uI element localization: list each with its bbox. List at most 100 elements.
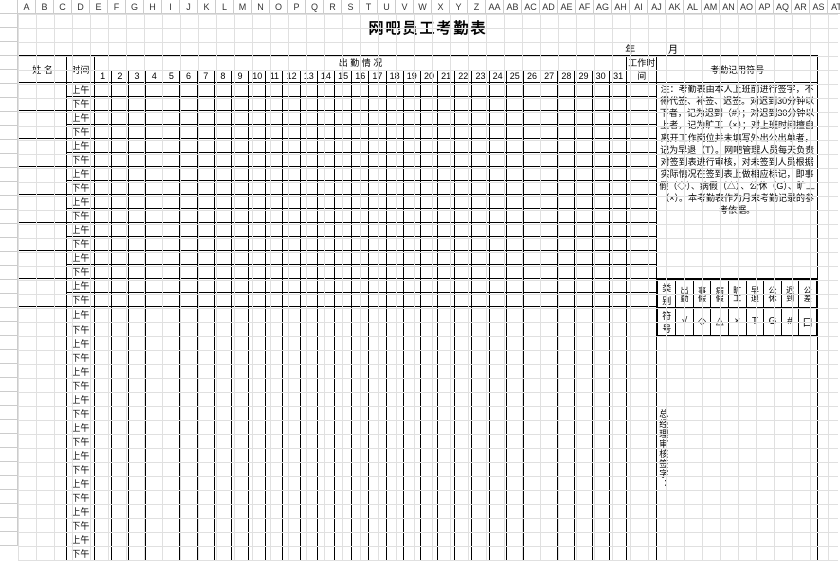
workhours-cell [627,251,657,265]
attendance-cell [111,547,128,561]
attendance-cell [420,519,437,533]
attendance-cell [352,153,369,167]
attendance-cell [575,279,592,293]
attendance-cell [523,365,540,379]
attendance-cell [197,209,214,223]
attendance-cell [352,519,369,533]
attendance-cell [94,265,111,279]
shift-cell: 上午 [67,223,94,237]
attendance-cell [558,463,575,477]
attendance-cell [420,491,437,505]
attendance-cell [489,279,506,293]
attendance-cell [506,125,523,139]
attendance-cell [266,153,283,167]
attendance-cell [317,223,334,237]
hdr-attendance: 出 勤 情 况 [94,56,627,71]
attendance-cell [146,435,163,449]
shift-cell: 下午 [67,237,94,251]
attendance-cell [317,365,334,379]
attendance-cell [146,519,163,533]
attendance-cell [94,519,111,533]
attendance-cell [197,195,214,209]
attendance-cell [214,533,231,547]
attendance-cell [592,195,609,209]
attendance-cell [369,265,386,279]
name-cell [19,279,67,307]
attendance-cell [609,379,627,393]
attendance-cell [180,337,197,351]
hdr-day: 13 [300,70,317,82]
attendance-cell [266,251,283,265]
attendance-cell [300,435,317,449]
attendance-cell [609,491,627,505]
attendance-cell [317,167,334,181]
attendance-cell [249,351,266,365]
attendance-cell [197,547,214,561]
attendance-cell [214,449,231,463]
attendance-cell [489,195,506,209]
attendance-cell [94,505,111,519]
attendance-cell [558,111,575,125]
attendance-cell [472,323,489,337]
attendance-cell [231,139,248,153]
attendance-cell [489,351,506,365]
name-cell [19,111,67,139]
attendance-cell [506,209,523,223]
attendance-cell [128,265,145,279]
attendance-cell [146,279,163,293]
workhours-cell [627,97,657,111]
attendance-cell [300,237,317,251]
name-cell [19,365,67,393]
col-header: AR [792,0,810,13]
attendance-cell [541,237,558,251]
attendance-cell [472,111,489,125]
attendance-cell [455,351,472,365]
attendance-cell [438,265,455,279]
attendance-cell [146,125,163,139]
attendance-cell [403,365,420,379]
attendance-cell [111,153,128,167]
attendance-cell [163,209,180,223]
attendance-cell [335,265,352,279]
attendance-cell [438,477,455,491]
col-header: J [180,0,198,13]
attendance-cell [575,223,592,237]
attendance-cell [472,279,489,293]
attendance-cell [317,279,334,293]
attendance-cell [609,209,627,223]
attendance-cell [163,167,180,181]
attendance-cell [249,307,266,323]
attendance-cell [455,153,472,167]
attendance-cell [146,449,163,463]
attendance-cell [472,195,489,209]
workhours-cell [627,435,657,449]
attendance-cell [403,307,420,323]
attendance-cell [592,449,609,463]
attendance-cell [163,421,180,435]
attendance-cell [128,181,145,195]
attendance-cell [283,125,300,139]
attendance-cell [541,111,558,125]
attendance-cell [111,265,128,279]
attendance-cell [249,421,266,435]
hdr-day: 7 [197,70,214,82]
attendance-cell [283,307,300,323]
attendance-cell [231,533,248,547]
spreadsheet-row-headers [0,14,18,546]
col-header: AC [522,0,540,13]
attendance-cell [94,153,111,167]
attendance-cell [180,421,197,435]
attendance-cell [300,153,317,167]
attendance-cell [335,365,352,379]
attendance-cell [300,519,317,533]
attendance-cell [403,167,420,181]
attendance-cell [283,435,300,449]
attendance-cell [94,379,111,393]
attendance-cell [455,223,472,237]
attendance-cell [214,83,231,97]
attendance-cell [335,83,352,97]
attendance-cell [438,547,455,561]
shift-cell: 下午 [67,519,94,533]
attendance-cell [283,323,300,337]
attendance-cell [111,365,128,379]
